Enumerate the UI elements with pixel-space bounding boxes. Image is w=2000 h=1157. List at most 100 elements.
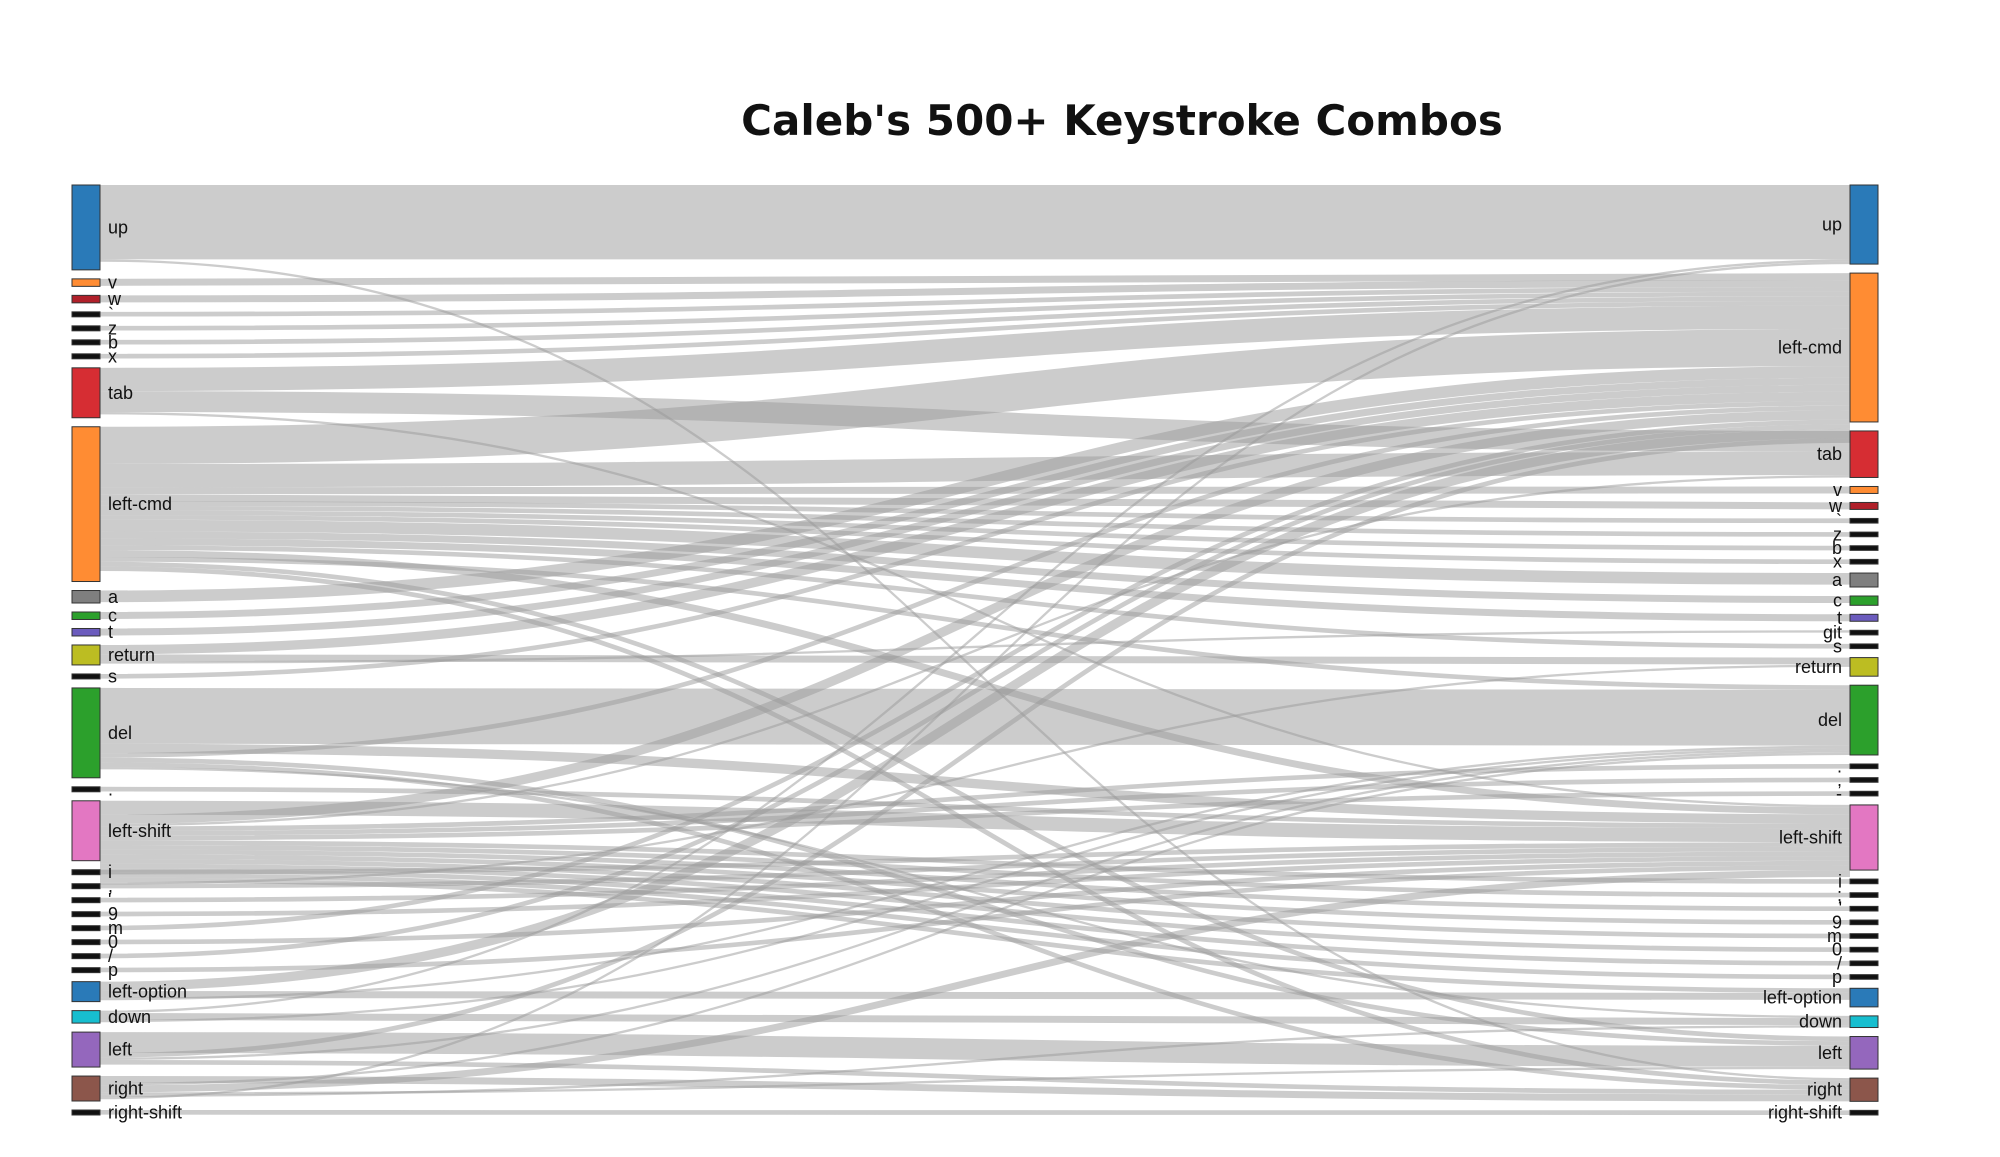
target-label-s: s [1833, 636, 1842, 656]
target-node-symbol-5 [1849, 517, 1879, 524]
target-label-left-cmd: left-cmd [1778, 338, 1842, 358]
link-left-shift-to-m [99, 858, 1851, 939]
target-label-m: m [1827, 926, 1842, 946]
target-label-symbol-18: - [1836, 784, 1842, 804]
source-node-left [71, 1031, 101, 1068]
source-node-i [71, 869, 101, 876]
source-label-left-option: left-option [108, 982, 187, 1002]
link-left-shift-to-9 [99, 854, 1851, 925]
source-node-symbol-18 [71, 883, 101, 890]
source-label-t: t [108, 622, 113, 642]
link-left-cmd-to-v [99, 486, 1851, 495]
link-v-to-left-cmd [99, 273, 1851, 286]
target-label-v: v [1833, 480, 1842, 500]
link-left-cmd-to-tab [99, 451, 1851, 488]
source-node-right-shift [71, 1109, 101, 1116]
link-b-to-left-cmd [99, 296, 1851, 345]
target-node-left [1849, 1036, 1879, 1070]
link-left-option-to-del [99, 745, 1851, 1001]
link-symbol-63-to-left-cmd [99, 424, 1851, 959]
target-label-left-option: left-option [1763, 988, 1842, 1008]
source-label-a: a [108, 587, 119, 607]
target-label-symbol-17: , [1837, 770, 1842, 790]
target-node-0 [1849, 946, 1879, 953]
source-node-up [71, 184, 101, 271]
target-label-symbol-5: ` [1836, 511, 1842, 531]
link-left-to-left [99, 1032, 1851, 1067]
source-node-9 [71, 911, 101, 918]
nodes-layer: upvw`zbxtableft-cmdactreturnsdel.left-sh… [71, 184, 1879, 1123]
link-left-shift-to-symbol-46 [99, 791, 1851, 841]
target-label-i: i [1838, 871, 1842, 891]
source-node-symbol-3 [71, 311, 101, 318]
source-node-0 [71, 939, 101, 946]
link-del-to-del [99, 687, 1851, 746]
link-down-to-up [99, 259, 1851, 1013]
link-symbol-4-to-left-cmd [99, 287, 1851, 317]
target-label-c: c [1833, 591, 1842, 611]
target-node-del [1849, 684, 1879, 756]
target-node-left-option [1849, 987, 1879, 1008]
target-label-symbol-16: . [1837, 756, 1842, 776]
source-label-return: return [108, 645, 155, 665]
target-node-i [1849, 878, 1879, 885]
source-label-right: right [108, 1079, 143, 1099]
source-label-0: 0 [108, 932, 118, 952]
target-node-tab [1849, 430, 1879, 478]
source-label-del: del [108, 723, 132, 743]
source-label-p: p [108, 960, 118, 980]
target-node-z [1849, 531, 1879, 538]
link-right-to-del [99, 752, 1851, 1086]
source-label-v: v [108, 273, 117, 293]
target-label-right: right [1807, 1080, 1842, 1100]
target-label-left-shift: left-shift [1779, 828, 1842, 848]
target-label-b: b [1832, 538, 1842, 558]
target-node-p [1849, 974, 1879, 980]
target-node-s [1849, 643, 1879, 650]
chart-title: Caleb's 500+ Keystroke Combos [741, 96, 1503, 145]
link-left-cmd-to-b [99, 510, 1851, 551]
link-left-cmd-to-left-cmd [99, 328, 1851, 464]
link-w-to-left-cmd [99, 280, 1851, 303]
link-left-shift-to-symbol-45 [99, 777, 1851, 836]
source-node-right [71, 1075, 101, 1102]
source-label-symbol-3: ` [108, 304, 114, 324]
link-right-to-left-shift [99, 870, 1851, 1093]
target-node-git [1849, 629, 1879, 636]
link-c-to-left-cmd [99, 377, 1851, 619]
source-label-down: down [108, 1007, 151, 1027]
link-left-option-to-left-option [99, 990, 1851, 1000]
link-left-shift-to-left-option [99, 877, 1851, 993]
source-node-symbol-19 [71, 897, 101, 904]
target-node-symbol-21 [1849, 892, 1879, 898]
target-label-down: down [1799, 1012, 1842, 1032]
source-node-return [71, 644, 101, 666]
link-left-shift-to-symbol-48 [99, 844, 1851, 898]
source-node-s [71, 673, 101, 680]
link-left-cmd-to-c [99, 531, 1851, 603]
target-node-w [1849, 501, 1879, 510]
target-label-t: t [1837, 608, 1842, 628]
target-node-right-shift [1849, 1109, 1879, 1116]
source-label-w: w [107, 289, 122, 309]
source-node-a [71, 590, 101, 604]
source-label-symbol-18: , [108, 876, 113, 896]
source-label-c: c [108, 606, 117, 626]
target-node-a [1849, 572, 1879, 588]
link-left-cmd-to-s [99, 545, 1851, 649]
link-z-to-left-cmd [99, 291, 1851, 331]
link-left-option-to-left-cmd [99, 428, 1851, 991]
source-label-b: b [108, 332, 118, 352]
source-label-left: left [108, 1040, 132, 1060]
target-node-m [1849, 933, 1879, 939]
source-label-z: z [108, 318, 117, 338]
target-label-w: w [1828, 496, 1843, 516]
target-label-return: return [1795, 657, 1842, 677]
source-label-left-shift: left-shift [108, 821, 171, 841]
link-tab-to-left-cmd [99, 305, 1851, 392]
source-label-left-cmd: left-cmd [108, 494, 172, 514]
source-node-c [71, 611, 101, 620]
source-node-v [71, 278, 101, 287]
link-a-to-left-cmd [99, 366, 1851, 603]
